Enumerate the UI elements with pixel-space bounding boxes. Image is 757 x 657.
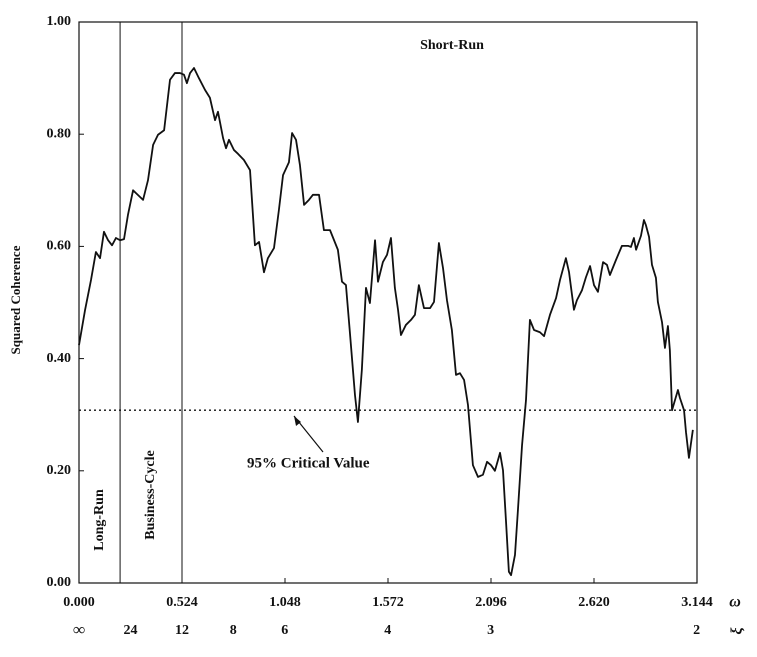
y-tick-label: 0.80 [47, 126, 72, 141]
x-tick-label: 0.524 [166, 595, 198, 610]
x2-tick-label: 4 [384, 623, 391, 638]
y-tick-label: 0.00 [47, 575, 72, 590]
x2-tick-label: ∞ [73, 620, 85, 639]
arrow-head [294, 416, 301, 426]
y-tick-label: 0.40 [47, 351, 72, 366]
y-tick-label: 0.60 [47, 239, 72, 254]
x2-tick-label: 6 [281, 623, 288, 638]
coherence-line [78, 67, 694, 577]
x-tick-label: 2.620 [578, 595, 610, 610]
band-label: Long-Run [92, 489, 107, 551]
x2-tick-label: 8 [230, 623, 237, 638]
y-tick-label: 0.20 [47, 463, 72, 478]
x-tick-label: 1.048 [269, 595, 301, 610]
x2-tick-label: 3 [487, 623, 494, 638]
x-tick-label: 1.572 [372, 595, 404, 610]
x-tick-label: 2.096 [475, 595, 507, 610]
x2-tick-label: 24 [124, 623, 138, 638]
y-tick-label: 1.00 [47, 14, 72, 29]
x2-tick-label: 2 [693, 623, 700, 638]
x2-axis-title: ξ [729, 627, 746, 635]
band-label: Business-Cycle [143, 450, 158, 539]
x-tick-label: 3.144 [681, 595, 713, 610]
x-tick-label: 0.000 [63, 595, 95, 610]
annotation: 95% Critical Value [247, 455, 370, 471]
x2-tick-label: 12 [175, 623, 189, 638]
plot-frame [78, 21, 698, 584]
y-axis-title: Squared Coherence [8, 245, 23, 354]
x-axis-title: ω [729, 594, 741, 611]
band-label: Short-Run [420, 38, 484, 53]
